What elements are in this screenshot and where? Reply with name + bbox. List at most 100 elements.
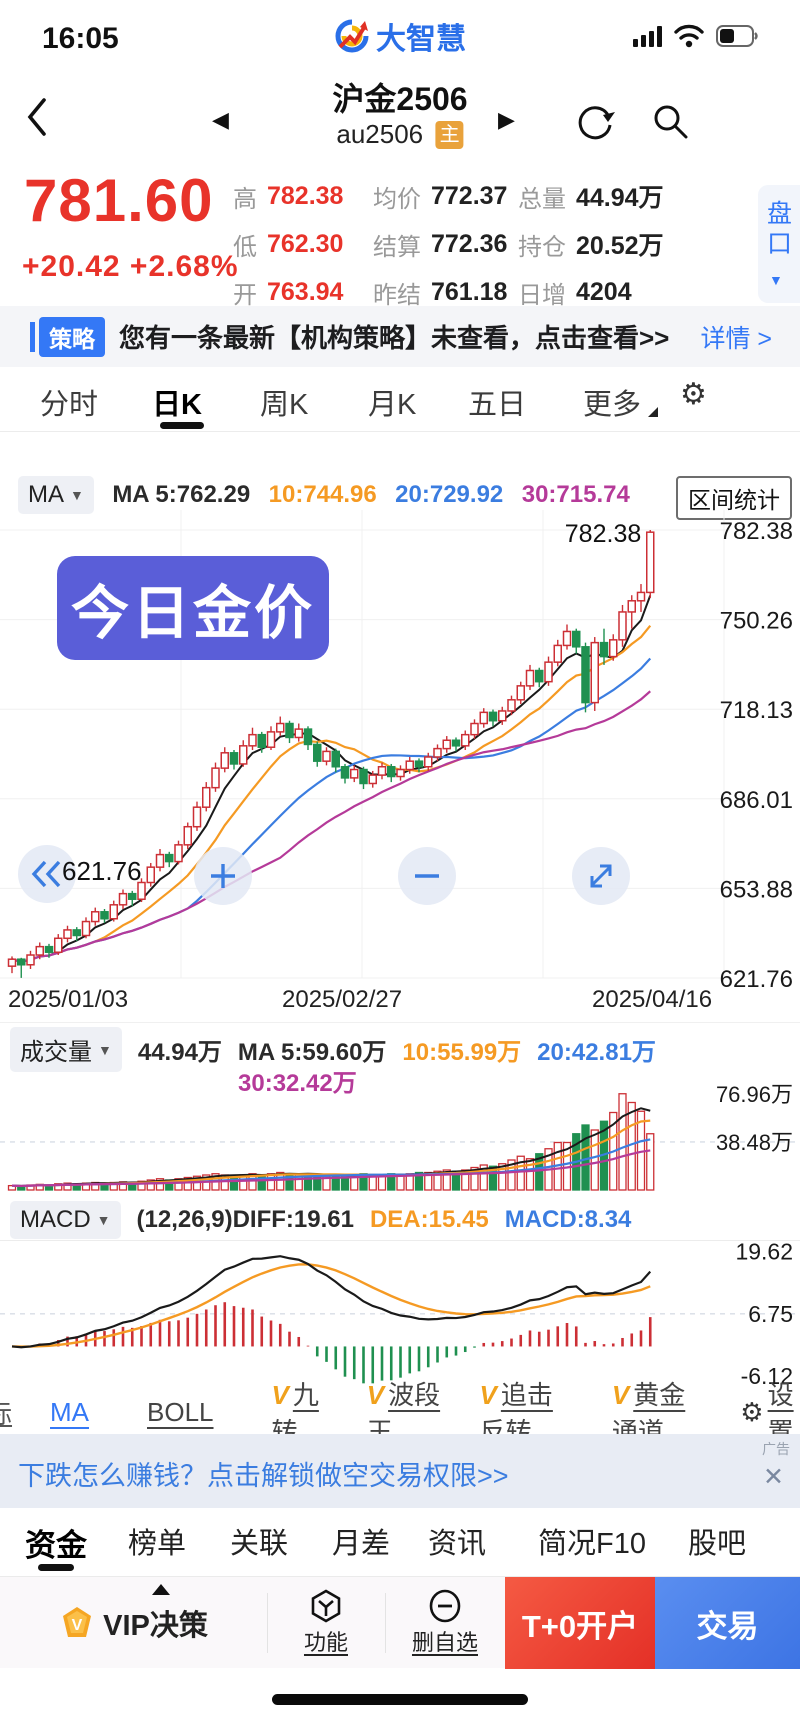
macd-dea-readout: DEA:15.45 bbox=[369, 1206, 489, 1233]
svg-text:686.01: 686.01 bbox=[720, 787, 793, 814]
quote-col-2: 均价 772.37 结算 772.36 昨结 761.18 bbox=[373, 172, 507, 316]
tab-weekly-k[interactable]: 周K bbox=[260, 389, 309, 421]
strategy-banner[interactable]: 策略 您有一条最新【机构策略】未查看，点击查看>> 详情 > bbox=[0, 306, 800, 367]
macd-selector[interactable]: MACD ▼ bbox=[10, 1201, 121, 1239]
ma-readout-bar: MA ▼ MA 5:762.29 10:744.96 20:729.92 30:7… bbox=[0, 476, 800, 520]
indicator-clipped[interactable]: 标 bbox=[0, 1394, 12, 1431]
home-indicator[interactable] bbox=[272, 1694, 528, 1705]
tab-funds[interactable]: 资金 bbox=[25, 1528, 87, 1563]
chevron-down-icon: ▼ bbox=[98, 1041, 112, 1058]
functions-button[interactable]: 功能 bbox=[267, 1577, 385, 1669]
action-bar: V VIP决策 功能 删自选 T+0开户 交易 bbox=[0, 1576, 800, 1669]
tab-rankings[interactable]: 榜单 bbox=[128, 1528, 187, 1560]
indicator-boll[interactable]: BOLL bbox=[147, 1396, 214, 1427]
trade-button[interactable]: 交易 bbox=[655, 1577, 800, 1669]
range-stats-button[interactable]: 区间统计 bbox=[676, 476, 792, 520]
today-gold-price-badge: 今日金价 bbox=[57, 556, 329, 660]
vip-decision-button[interactable]: V VIP决策 bbox=[0, 1577, 267, 1669]
zoom-out-control[interactable] bbox=[398, 847, 456, 905]
ad-banner[interactable]: 下跌怎么赚钱？点击解锁做空交易权限>> 广告 ✕ bbox=[0, 1434, 800, 1508]
svg-text:V: V bbox=[72, 1617, 83, 1634]
tab-five-day[interactable]: 五日 bbox=[468, 389, 527, 421]
period-tab-bar: 分时 日K 周K 月K 五日 更多 ⚙ bbox=[0, 367, 800, 432]
macd-header: MACD ▼ (12,26,9)DIFF:19.61 DEA:15.45 MACD… bbox=[0, 1200, 800, 1240]
functions-label: 功能 bbox=[303, 1630, 348, 1655]
ma-selector[interactable]: MA ▼ bbox=[18, 476, 94, 514]
indicator-ma[interactable]: MA bbox=[50, 1396, 90, 1427]
vip-v-icon: V bbox=[479, 1380, 497, 1410]
status-bar: 16:05 大智慧 bbox=[0, 0, 800, 75]
svg-text:718.13: 718.13 bbox=[720, 697, 793, 724]
gear-icon: ⚙ bbox=[740, 1396, 764, 1427]
tab-monthly-k[interactable]: 月K bbox=[368, 389, 417, 421]
x-label-mid: 2025/02/27 bbox=[282, 986, 403, 1013]
volume-chart[interactable]: 76.96万 38.48万 bbox=[0, 1078, 800, 1200]
macd-chart[interactable]: 19.62 6.75 -6.12 bbox=[0, 1240, 800, 1390]
chart-min-price-label: 621.76 bbox=[62, 856, 142, 886]
remove-watchlist-button[interactable]: 删自选 bbox=[385, 1577, 505, 1669]
indicator-boduanwang[interactable]: V 波段王 bbox=[366, 1380, 441, 1447]
tab-spread[interactable]: 月差 bbox=[332, 1528, 391, 1560]
ma20-readout: 20:729.92 bbox=[395, 481, 504, 508]
divider bbox=[385, 1593, 386, 1653]
tab-daily-k[interactable]: 日K bbox=[152, 389, 202, 421]
volume-selector-label: 成交量 bbox=[20, 1039, 92, 1066]
svg-text:782.38: 782.38 bbox=[565, 520, 641, 548]
chevron-down-icon: ▼ bbox=[96, 1212, 111, 1228]
svg-text:621.76: 621.76 bbox=[720, 966, 793, 988]
clock: 16:05 bbox=[42, 22, 119, 55]
volume-current: 44.94万 bbox=[137, 1039, 222, 1066]
tab-fenshi[interactable]: 分时 bbox=[40, 389, 99, 421]
scroll-left-control[interactable] bbox=[18, 845, 76, 903]
stat-label: 日增 bbox=[518, 281, 566, 309]
more-corner-icon bbox=[648, 407, 658, 417]
stat-label: 开 bbox=[233, 281, 257, 309]
contract-code: au2506 bbox=[336, 119, 424, 149]
macd-value-readout: MACD:8.34 bbox=[504, 1206, 632, 1233]
banner-accent-bar bbox=[30, 321, 35, 352]
x-label-start: 2025/01/03 bbox=[8, 986, 129, 1013]
x-axis-labels: 2025/01/03 2025/02/27 2025/04/16 bbox=[0, 986, 800, 1014]
svg-text:782.38: 782.38 bbox=[720, 518, 793, 545]
tab-related[interactable]: 关联 bbox=[230, 1528, 289, 1560]
tab-news[interactable]: 资讯 bbox=[428, 1528, 487, 1560]
tab-f10[interactable]: 简况F10 bbox=[538, 1528, 646, 1560]
quote-col-3: 总量 44.94万 持仓 20.52万 日增 4204 bbox=[518, 172, 664, 316]
volume-ma30: 30:32.42万 bbox=[238, 1070, 357, 1097]
quote-col-1: 高 782.38 低 762.30 开 763.94 bbox=[233, 172, 343, 316]
stat-avg: 772.37 bbox=[431, 181, 508, 210]
chart-settings-gear-icon[interactable]: ⚙ bbox=[680, 378, 707, 411]
stat-volume: 44.94万 bbox=[576, 184, 664, 212]
ma30-readout: 30:715.74 bbox=[521, 481, 630, 508]
back-icon[interactable] bbox=[26, 97, 48, 137]
ad-tag: 广告 bbox=[762, 1441, 790, 1457]
svg-text:750.26: 750.26 bbox=[720, 608, 793, 635]
strategy-details-link[interactable]: 详情 > bbox=[700, 324, 772, 353]
stat-label: 高 bbox=[233, 185, 257, 213]
ad-close-icon[interactable]: ✕ bbox=[763, 1463, 784, 1491]
stat-label: 总量 bbox=[518, 185, 566, 213]
vip-label: VIP决策 bbox=[103, 1610, 208, 1642]
order-book-tab[interactable]: 盘口 ▼ bbox=[758, 185, 800, 303]
tab-more[interactable]: 更多 bbox=[583, 389, 642, 421]
t0-open-account-button[interactable]: T+0开户 bbox=[505, 1577, 655, 1669]
tab-forum[interactable]: 股吧 bbox=[688, 1528, 747, 1560]
refresh-icon[interactable] bbox=[575, 101, 615, 141]
chevron-down-icon: ▼ bbox=[769, 272, 783, 288]
search-icon[interactable] bbox=[650, 101, 690, 141]
zoom-in-control[interactable] bbox=[194, 847, 252, 905]
strategy-badge: 策略 bbox=[39, 316, 105, 357]
next-contract-icon[interactable]: ▶ bbox=[498, 107, 515, 132]
svg-text:6.75: 6.75 bbox=[748, 1301, 793, 1327]
stat-label: 结算 bbox=[373, 233, 421, 261]
ma10-readout: 10:744.96 bbox=[268, 481, 377, 508]
strategy-message: 您有一条最新【机构策略】未查看，点击查看>> bbox=[119, 323, 670, 353]
candlestick-chart[interactable]: 782.38 750.26 718.13 686.01 653.88 621.76 782.… bbox=[0, 510, 800, 988]
ad-text[interactable]: 下跌怎么赚钱？点击解锁做空交易权限>> bbox=[18, 1461, 509, 1491]
stat-settle: 772.36 bbox=[431, 229, 508, 258]
prev-contract-icon[interactable]: ◀ bbox=[212, 107, 229, 132]
fullscreen-expand-control[interactable] bbox=[572, 847, 630, 905]
vip-v-icon: V bbox=[611, 1380, 630, 1410]
volume-selector[interactable]: 成交量 ▼ bbox=[10, 1027, 122, 1072]
